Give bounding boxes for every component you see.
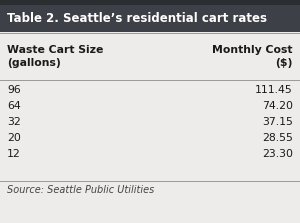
- Text: 37.15: 37.15: [262, 117, 293, 127]
- Text: Source: Seattle Public Utilities: Source: Seattle Public Utilities: [7, 185, 154, 195]
- Text: Table 2. Seattle’s residential cart rates: Table 2. Seattle’s residential cart rate…: [7, 12, 267, 25]
- Text: 96: 96: [7, 85, 21, 95]
- Text: 111.45: 111.45: [255, 85, 293, 95]
- Text: Monthly Cost: Monthly Cost: [212, 45, 293, 55]
- Bar: [0, 5, 300, 32]
- Text: Waste Cart Size: Waste Cart Size: [7, 45, 103, 55]
- Text: 20: 20: [7, 133, 21, 143]
- Text: ($): ($): [276, 58, 293, 68]
- Text: 23.30: 23.30: [262, 149, 293, 159]
- Text: 32: 32: [7, 117, 21, 127]
- Text: (gallons): (gallons): [7, 58, 61, 68]
- Text: 64: 64: [7, 101, 21, 111]
- Text: 12: 12: [7, 149, 21, 159]
- Bar: [0, 0, 300, 5]
- Text: 28.55: 28.55: [262, 133, 293, 143]
- Text: 74.20: 74.20: [262, 101, 293, 111]
